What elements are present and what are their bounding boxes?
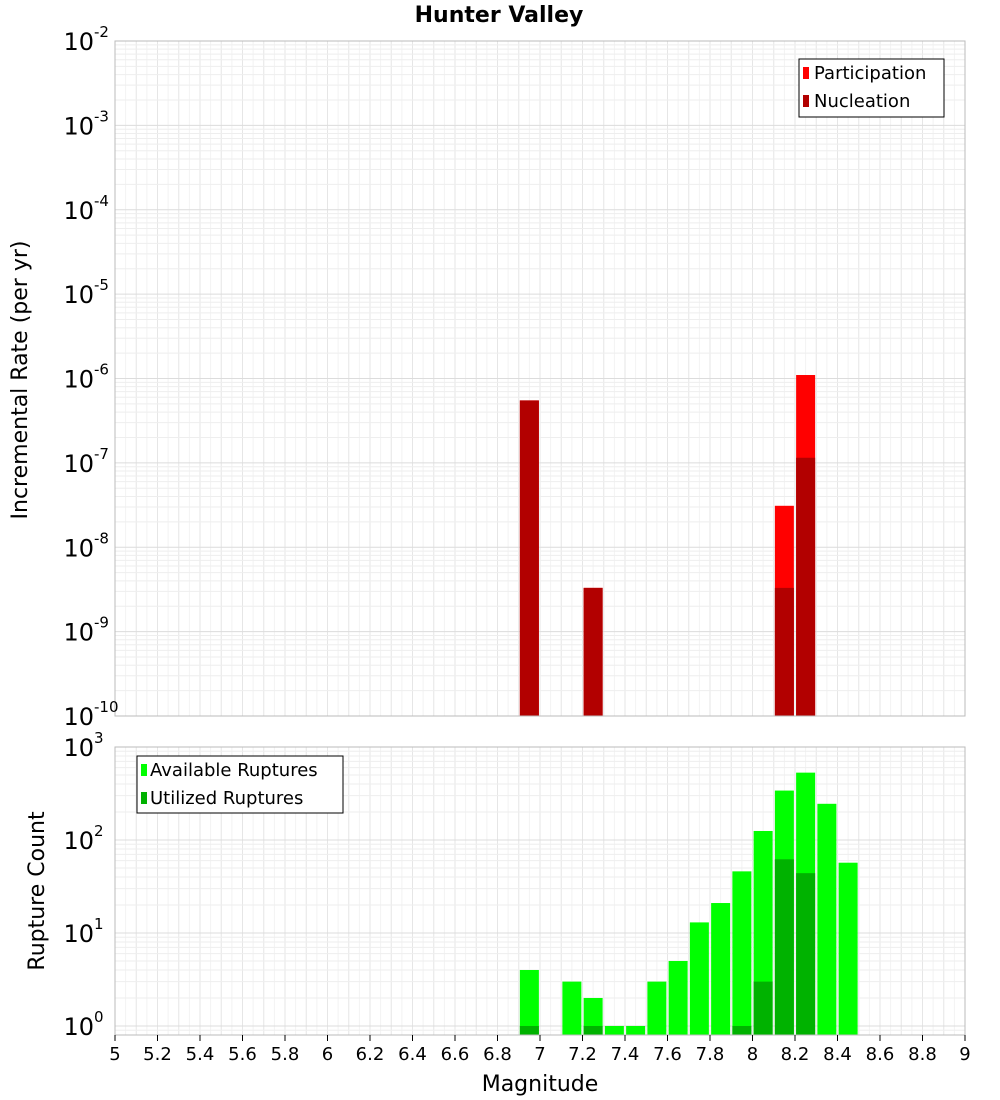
y-tick-label: 10	[63, 703, 94, 731]
rate-plot-border	[114, 40, 966, 717]
rate-grid	[114, 40, 966, 717]
rate-panel: 10-210-310-410-510-610-710-810-910-10 In…	[8, 23, 966, 731]
x-tick-label: 6.2	[356, 1044, 385, 1065]
x-tick-label: 5.4	[186, 1044, 215, 1065]
x-tick-label: 8.2	[781, 1044, 810, 1065]
y-tick-exponent: -9	[94, 614, 109, 632]
count-bar-a	[583, 997, 603, 1035]
count-bar-a	[519, 969, 539, 1035]
y-tick-label: 10	[63, 619, 94, 647]
count-bar-b	[519, 1025, 539, 1035]
count-bar-a	[732, 871, 752, 1035]
x-tick-label: 5.2	[143, 1044, 172, 1065]
y-tick-label: 10	[63, 827, 94, 855]
count-bar-b	[774, 859, 794, 1035]
x-tick-label: 6.8	[483, 1044, 512, 1065]
y-tick-exponent: 1	[94, 915, 104, 933]
x-tick-label: 8	[747, 1044, 758, 1065]
x-tick-label: 6.6	[441, 1044, 470, 1065]
legend-label-participation: Participation	[814, 63, 926, 84]
y-tick-exponent: 0	[94, 1008, 104, 1026]
count-bar-a	[626, 1025, 646, 1035]
y-tick-exponent: -7	[94, 445, 109, 463]
count-y-axis-label: Rupture Count	[25, 811, 50, 971]
y-tick-label: 10	[63, 450, 94, 478]
x-tick-label: 7.4	[611, 1044, 640, 1065]
count-bar-a	[647, 981, 667, 1035]
count-bar-a	[817, 803, 837, 1035]
legend-label-utilized: Utilized Ruptures	[150, 788, 303, 809]
x-tick-label: 7.8	[696, 1044, 725, 1065]
count-bar-b	[732, 1025, 752, 1035]
count-bar-a	[689, 922, 709, 1035]
x-tick-label: 5	[109, 1044, 120, 1065]
rate-legend-box	[798, 58, 945, 118]
rate-legend: Participation Nucleation	[798, 58, 945, 118]
x-tick-label: 8.6	[866, 1044, 895, 1065]
x-tick-label: 8.4	[823, 1044, 852, 1065]
y-tick-exponent: -8	[94, 529, 109, 547]
y-tick-label: 10	[63, 281, 94, 309]
y-tick-exponent: 2	[94, 822, 104, 840]
y-tick-label: 10	[63, 1013, 94, 1041]
count-bar-a	[604, 1025, 624, 1035]
legend-label-available: Available Ruptures	[150, 760, 318, 781]
legend-swatch-available	[141, 764, 147, 776]
legend-swatch-utilized	[141, 792, 147, 804]
y-tick-exponent: -3	[94, 107, 109, 125]
y-tick-label: 10	[63, 534, 94, 562]
count-bar-a	[562, 981, 582, 1035]
count-legend-box	[136, 755, 344, 814]
x-tick-label: 7.2	[568, 1044, 597, 1065]
count-bar-a	[838, 862, 858, 1035]
legend-swatch-nucleation	[803, 95, 809, 107]
x-tick-label: 7.6	[653, 1044, 682, 1065]
x-tick-label: 9	[959, 1044, 970, 1065]
rate-y-axis-label: Incremental Rate (per yr)	[8, 241, 33, 520]
count-legend: Available Ruptures Utilized Ruptures	[136, 755, 344, 814]
rate-bar-b	[583, 587, 603, 716]
y-tick-label: 10	[63, 197, 94, 225]
y-tick-label: 10	[63, 366, 94, 394]
count-bars	[519, 772, 858, 1035]
count-bar-a	[668, 960, 688, 1035]
x-tick-label: 5.6	[228, 1044, 257, 1065]
count-x-ticks: 5 5.2 5.4 5.6 5.8 6 6.2 6.4 6.6 6.8 7 7.2 7.4 7.6 7.8 8…	[109, 1035, 971, 1065]
legend-label-nucleation: Nucleation	[814, 91, 910, 112]
y-tick-label: 10	[63, 112, 94, 140]
count-bar-a	[711, 903, 731, 1035]
count-bar-b	[753, 981, 773, 1035]
y-tick-exponent: -4	[94, 192, 109, 210]
y-tick-exponent: -5	[94, 276, 109, 294]
x-tick-label: 8.8	[908, 1044, 937, 1065]
count-bar-b	[796, 873, 816, 1035]
x-tick-label: 6.4	[398, 1044, 427, 1065]
count-bar-b	[583, 1025, 603, 1035]
x-axis-label: Magnitude	[482, 1072, 599, 1097]
chart-title: Hunter Valley	[415, 3, 584, 28]
y-tick-exponent: -10	[94, 698, 119, 716]
y-tick-label: 10	[63, 920, 94, 948]
y-tick-label: 10	[63, 734, 94, 762]
x-tick-label: 7	[534, 1044, 545, 1065]
legend-swatch-participation	[803, 67, 809, 79]
rate-bar-b	[796, 457, 816, 716]
rate-bar-b	[519, 400, 539, 716]
y-tick-exponent: -2	[94, 23, 109, 41]
y-tick-exponent: -6	[94, 361, 109, 379]
rate-y-ticks: 10-210-310-410-510-610-710-810-910-10	[63, 23, 118, 731]
x-tick-label: 5.8	[271, 1044, 300, 1065]
x-tick-label: 6	[322, 1044, 333, 1065]
rate-bars	[519, 375, 816, 716]
y-tick-label: 10	[63, 28, 94, 56]
y-tick-exponent: 3	[94, 729, 104, 747]
rate-bar-b	[774, 587, 794, 716]
